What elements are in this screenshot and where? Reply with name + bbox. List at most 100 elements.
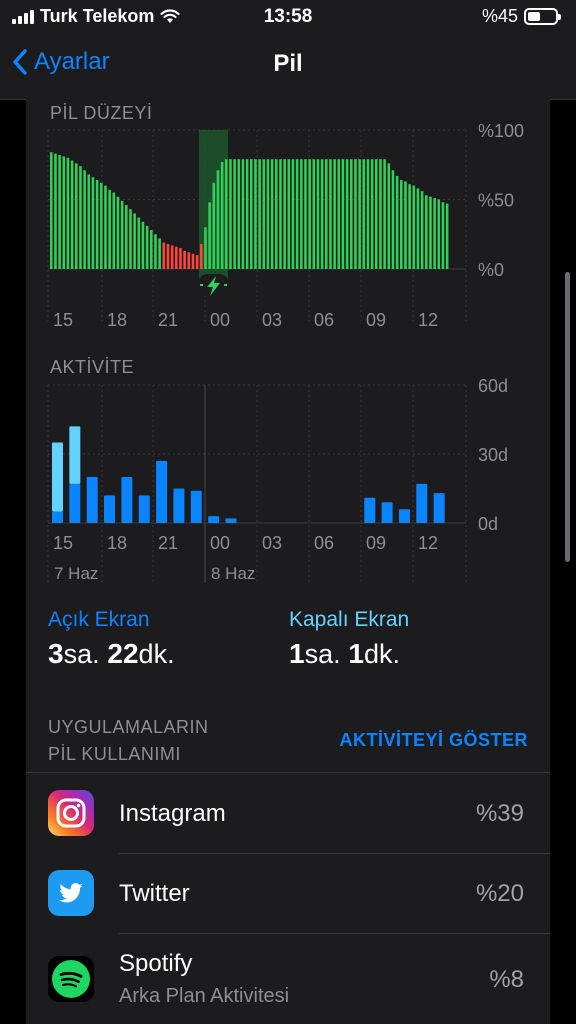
app-usage-header-line2: PİL KULLANIMI: [48, 744, 181, 764]
x-tick-label: 15: [53, 310, 73, 330]
x-tick-label: 06: [314, 310, 334, 330]
x-tick-label: 12: [418, 310, 438, 330]
battery-bar: [141, 221, 145, 269]
screen-on-stat: Açık Ekran 3sa. 22dk.: [48, 608, 175, 670]
battery-bar: [162, 242, 166, 269]
scrollbar[interactable]: [565, 272, 570, 562]
battery-bar: [200, 243, 203, 269]
app-row-twitter[interactable]: Twitter %20: [26, 854, 550, 933]
battery-bar: [179, 248, 182, 269]
x-tick-label: 09: [366, 533, 386, 553]
screen-on-minutes: 22: [107, 638, 139, 669]
battery-bar: [437, 199, 441, 269]
battery-bar: [150, 230, 153, 269]
x-tick-label: 12: [418, 533, 438, 553]
screen-on-hours: 3: [48, 638, 64, 669]
show-activity-button[interactable]: AKTİVİTEYİ GÖSTER: [339, 730, 528, 750]
activity-bar-screen-on: [190, 490, 202, 523]
battery-bar: [104, 185, 107, 269]
battery-bar: [79, 166, 82, 269]
activity-bar-screen-on: [104, 495, 116, 523]
battery-bar: [283, 159, 286, 269]
y-tick-label: %0: [478, 260, 504, 280]
x-tick-label: 03: [262, 533, 282, 553]
app-percent: %39: [475, 800, 524, 827]
battery-bar: [329, 159, 332, 269]
battery-bar: [345, 159, 349, 269]
battery-bar: [337, 159, 341, 269]
battery-bar: [70, 160, 74, 269]
x-tick-label: 06: [314, 533, 334, 553]
battery-bar: [258, 159, 261, 269]
screen-on-minutes-unit: dk.: [138, 639, 175, 669]
battery-bar: [350, 159, 353, 269]
back-label: Ayarlar: [34, 48, 110, 75]
battery-bar: [266, 159, 270, 269]
battery-bar: [420, 191, 424, 269]
screen-off-minutes-unit: dk.: [363, 639, 400, 669]
battery-bar: [408, 184, 411, 269]
battery-bar: [320, 159, 324, 269]
battery-bar: [166, 243, 170, 269]
battery-bar: [62, 156, 66, 269]
battery-bar: [370, 159, 374, 269]
battery-bar: [195, 255, 199, 269]
divider: [26, 772, 550, 773]
activity-bar-screen-on: [86, 477, 98, 523]
battery-bar: [216, 170, 220, 269]
battery-bar: [233, 159, 236, 269]
app-row-instagram[interactable]: Instagram %39: [26, 773, 550, 853]
battery-bar: [208, 202, 211, 269]
battery-bar: [391, 170, 395, 269]
activity-bar-screen-on: [121, 477, 133, 523]
status-right: %45: [482, 6, 561, 27]
battery-bar: [395, 175, 399, 269]
battery-level-title: PİL DÜZEYİ: [50, 103, 153, 123]
x-tick-label: 18: [107, 310, 127, 330]
battery-bar: [137, 217, 141, 269]
battery-bar: [158, 238, 161, 269]
battery-bar: [50, 152, 53, 269]
screen-on-value: 3sa. 22dk.: [48, 638, 175, 670]
x-tick-label: 21: [158, 533, 178, 553]
x-tick-label: 21: [158, 310, 178, 330]
screen-off-hours: 1: [289, 638, 305, 669]
battery-bar: [287, 159, 291, 269]
app-row-spotify[interactable]: Spotify Arka Plan Aktivitesi %8: [26, 934, 550, 1024]
activity-bar-screen-on: [138, 495, 150, 523]
battery-bar: [129, 209, 132, 269]
battery-bar: [170, 245, 174, 269]
app-name: Twitter: [119, 880, 190, 907]
activity-bar-screen-on: [173, 488, 185, 523]
battery-bar: [304, 159, 307, 269]
battery-bar: [362, 159, 366, 269]
activity-bar-screen-on: [208, 516, 220, 523]
activity-bar-screen-off: [52, 442, 63, 512]
activity-bar-screen-off: [69, 426, 81, 484]
usage-section: [26, 599, 550, 1024]
battery-bar: [120, 200, 124, 269]
battery-bar: [341, 159, 345, 269]
battery-bar: [387, 163, 391, 269]
battery-bar: [316, 159, 320, 269]
x-tick-label: 09: [366, 310, 386, 330]
screen-off-title: Kapalı Ekran: [289, 608, 410, 631]
battery-bar: [125, 205, 128, 269]
y-tick-label: %50: [478, 191, 514, 211]
battery-bar: [441, 202, 445, 269]
app-percent: %20: [475, 880, 524, 907]
battery-bar: [175, 246, 178, 269]
app-name: Spotify: [119, 950, 193, 977]
battery-bar: [433, 198, 436, 269]
activity-bar-screen-on: [433, 493, 445, 523]
charging-icon: [199, 274, 228, 296]
back-button[interactable]: Ayarlar: [12, 48, 110, 76]
battery-bar: [254, 159, 257, 269]
battery-bar: [75, 163, 78, 269]
battery-bar: [187, 252, 191, 269]
battery-level-chart: %100 %50 %0 15 18 21 00 03 06 09 12: [47, 121, 524, 330]
battery-bar: [183, 250, 186, 269]
app-usage-header: UYGULAMALARIN PİL KULLANIMI: [48, 714, 209, 768]
activity-bar-screen-on: [225, 518, 237, 523]
battery-bar: [112, 192, 116, 269]
